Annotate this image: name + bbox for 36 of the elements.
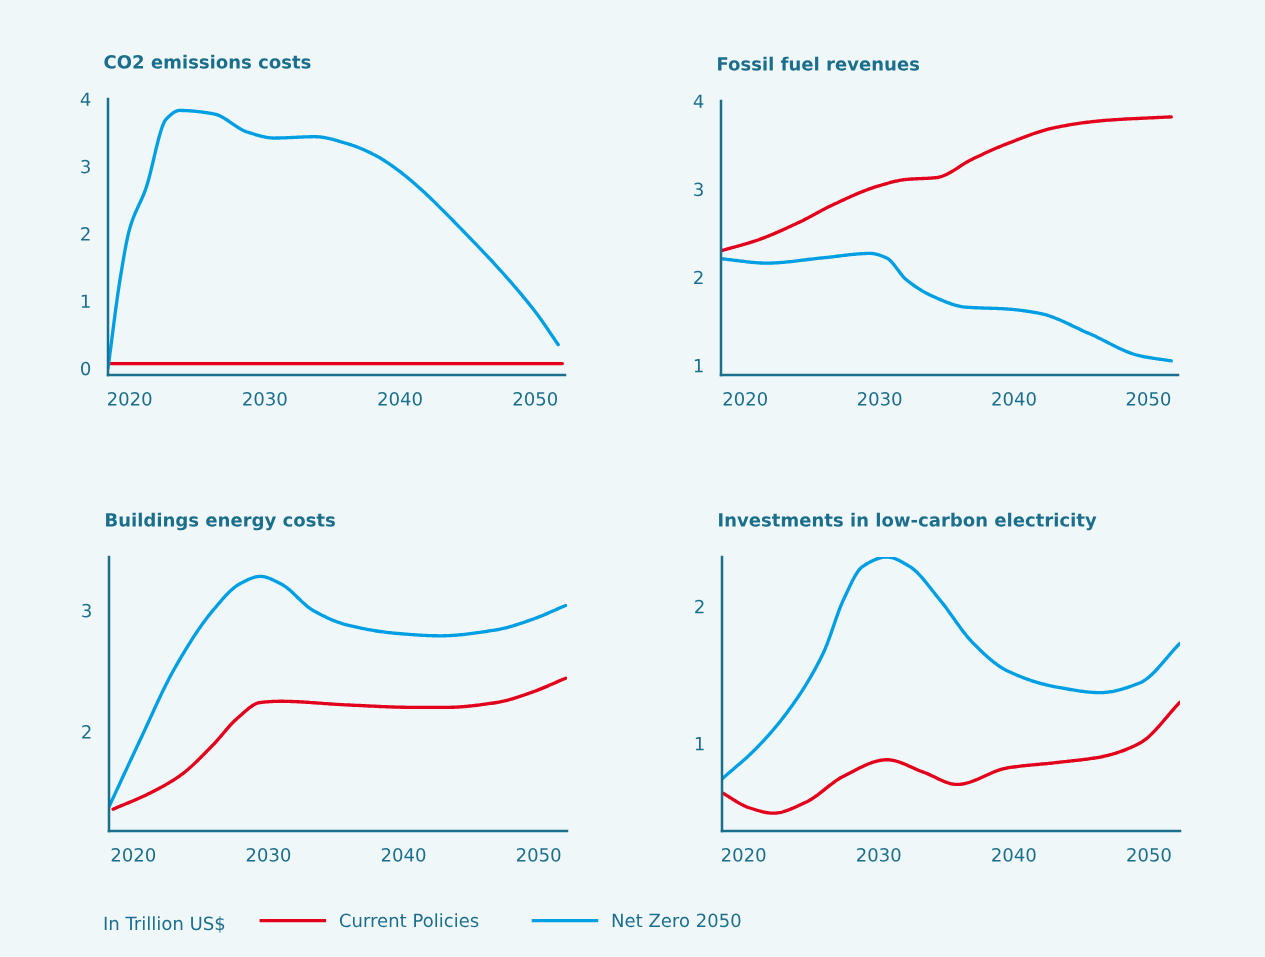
y-tick-label: 0 — [81, 361, 91, 376]
y-tick-label: 1 — [695, 737, 704, 751]
x-tick-label: 2020 — [723, 391, 767, 406]
x-tick-label: 2040 — [378, 391, 422, 406]
x-tick-label: 2040 — [992, 391, 1036, 406]
y-tick-label: 2 — [82, 725, 91, 739]
x-tick-label: 2050 — [516, 847, 561, 862]
chart-title: Fossil fuel revenues — [718, 56, 920, 71]
x-tick-label: 2030 — [857, 847, 901, 862]
x-tick-label: 2050 — [1127, 847, 1171, 862]
x-tick-label: 2030 — [246, 847, 291, 862]
x-tick-label: 2030 — [857, 391, 902, 406]
x-tick-label: 2020 — [111, 847, 156, 862]
y-tick-label: 4 — [80, 92, 91, 106]
y-tick-label: 2 — [694, 270, 703, 285]
y-tick-label: 1 — [694, 359, 703, 373]
x-tick-label: 2030 — [243, 391, 287, 406]
y-tick-label: 2 — [695, 599, 704, 614]
chart-title: Buildings energy costs — [106, 512, 335, 531]
x-tick-label: 2020 — [107, 391, 152, 406]
y-tick-label: 3 — [82, 603, 91, 618]
y-tick-label: 3 — [694, 182, 703, 197]
y-tick-label: 3 — [81, 159, 90, 174]
chart-title: Investments in low-carbon electricity — [719, 512, 1097, 531]
y-tick-label: 2 — [81, 227, 90, 241]
legend-label: Net Zero 2050 — [612, 913, 741, 928]
text: In Trillion US$ — [104, 916, 225, 933]
legend-label: Current Policies — [339, 913, 479, 928]
y-tick-label: 4 — [693, 94, 704, 108]
x-tick-label: 2050 — [513, 391, 558, 406]
x-tick-label: 2040 — [992, 847, 1036, 862]
chart-title: CO2 emissions costs — [104, 54, 311, 69]
x-tick-label: 2020 — [721, 847, 766, 862]
x-tick-label: 2050 — [1126, 391, 1171, 406]
x-tick-label: 2040 — [381, 847, 426, 862]
y-tick-label: 1 — [81, 294, 90, 308]
